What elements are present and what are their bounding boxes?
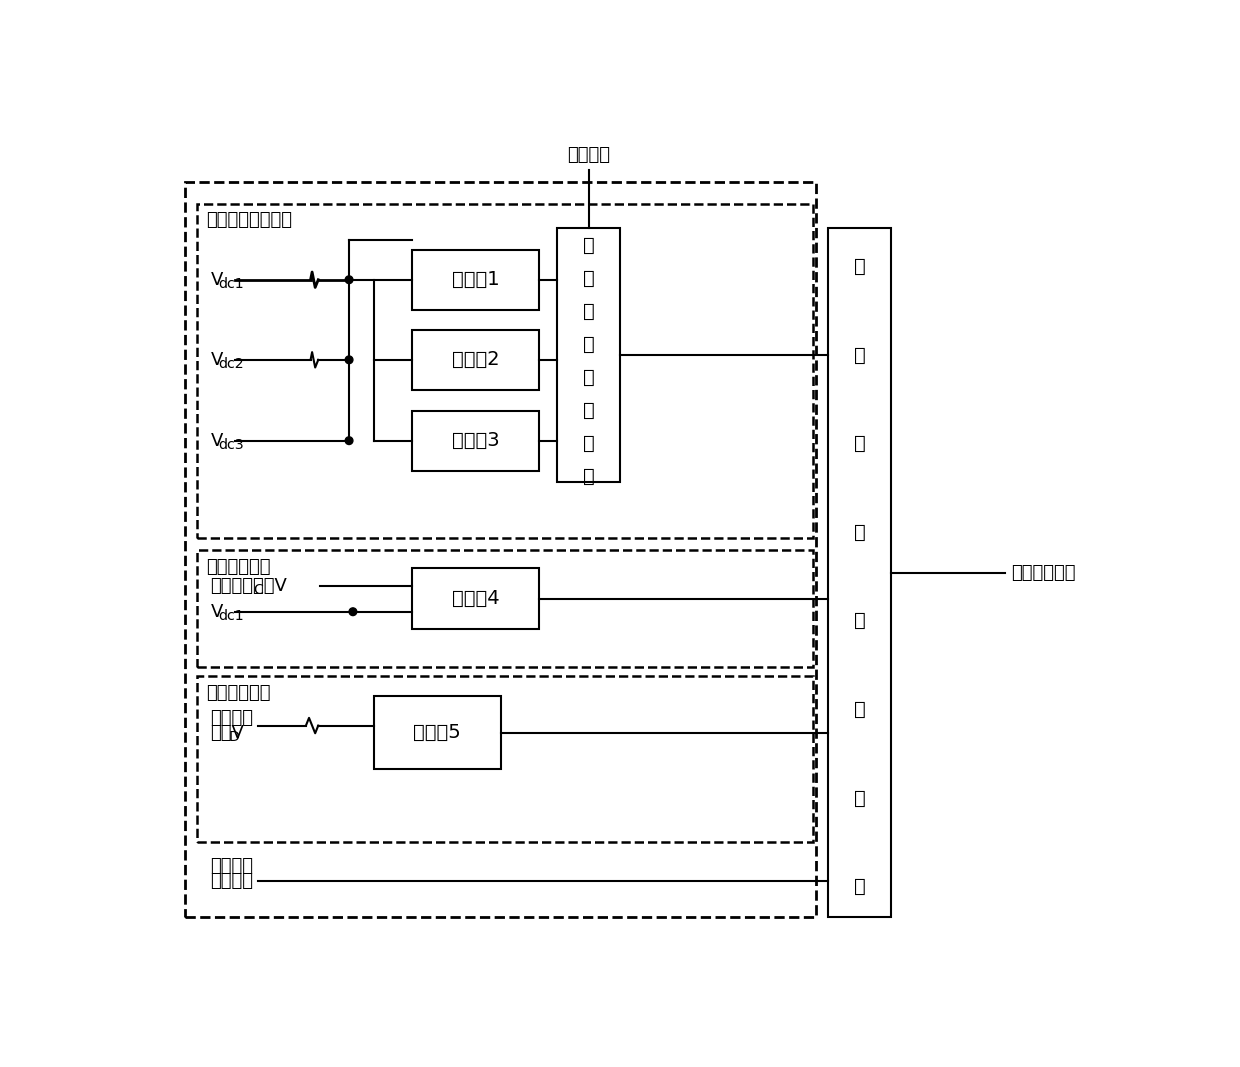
Bar (197, 676, 812, 842)
Bar (412, 330, 539, 389)
Text: 三: 三 (583, 269, 594, 288)
Text: C: C (253, 584, 263, 598)
Text: 开关粘连检测电路: 开关粘连检测电路 (206, 211, 291, 229)
Text: 过放参考: 过放参考 (211, 708, 253, 727)
Text: 故障信号: 故障信号 (211, 872, 253, 890)
Text: 比较器1: 比较器1 (451, 270, 500, 289)
Text: 比较器3: 比较器3 (451, 431, 500, 450)
Text: V: V (211, 603, 223, 621)
Text: 急停触发信号: 急停触发信号 (1012, 563, 1076, 582)
Text: 过充检测电路: 过充检测电路 (206, 558, 270, 576)
Text: 使能信号: 使能信号 (567, 146, 610, 164)
Bar (197, 550, 812, 667)
Text: 门: 门 (853, 700, 866, 719)
Circle shape (350, 608, 357, 616)
Text: 比较器5: 比较器5 (413, 723, 461, 743)
Text: 电池模组: 电池模组 (211, 857, 253, 875)
Text: 门: 门 (583, 400, 594, 419)
Bar (412, 569, 539, 628)
Text: 逻: 逻 (583, 302, 594, 320)
Text: 比较器4: 比较器4 (451, 589, 500, 608)
Text: dc1: dc1 (218, 609, 244, 623)
Bar (197, 204, 812, 539)
Text: 一: 一 (853, 346, 866, 365)
Bar (185, 182, 816, 918)
Text: 电压V: 电压V (211, 724, 244, 743)
Text: dc3: dc3 (218, 439, 244, 452)
Text: V: V (211, 351, 223, 369)
Text: D: D (229, 730, 239, 744)
Text: 过充参考电压V: 过充参考电压V (211, 577, 288, 595)
Text: 或: 或 (853, 611, 866, 631)
Text: 过放检测电路: 过放检测电路 (206, 684, 270, 702)
Text: 第: 第 (583, 236, 594, 255)
Text: 路: 路 (583, 466, 594, 485)
Text: 比较器2: 比较器2 (451, 350, 500, 369)
Bar (557, 228, 620, 482)
Text: 第: 第 (853, 257, 866, 276)
Text: 路: 路 (853, 877, 866, 896)
Bar (373, 697, 501, 769)
Text: 辑: 辑 (583, 335, 594, 353)
Circle shape (345, 436, 353, 445)
Bar (412, 250, 539, 309)
Text: 逻: 逻 (853, 434, 866, 453)
Circle shape (345, 356, 353, 364)
Text: 辑: 辑 (853, 523, 866, 542)
Text: 电: 电 (853, 789, 866, 808)
Text: dc2: dc2 (218, 357, 244, 371)
Text: V: V (211, 271, 223, 289)
Text: 电: 电 (583, 433, 594, 452)
Text: dc1: dc1 (218, 277, 244, 291)
Text: 或: 或 (583, 367, 594, 386)
Bar (412, 411, 539, 471)
Text: V: V (211, 432, 223, 449)
Bar (828, 228, 892, 918)
Circle shape (345, 276, 353, 284)
